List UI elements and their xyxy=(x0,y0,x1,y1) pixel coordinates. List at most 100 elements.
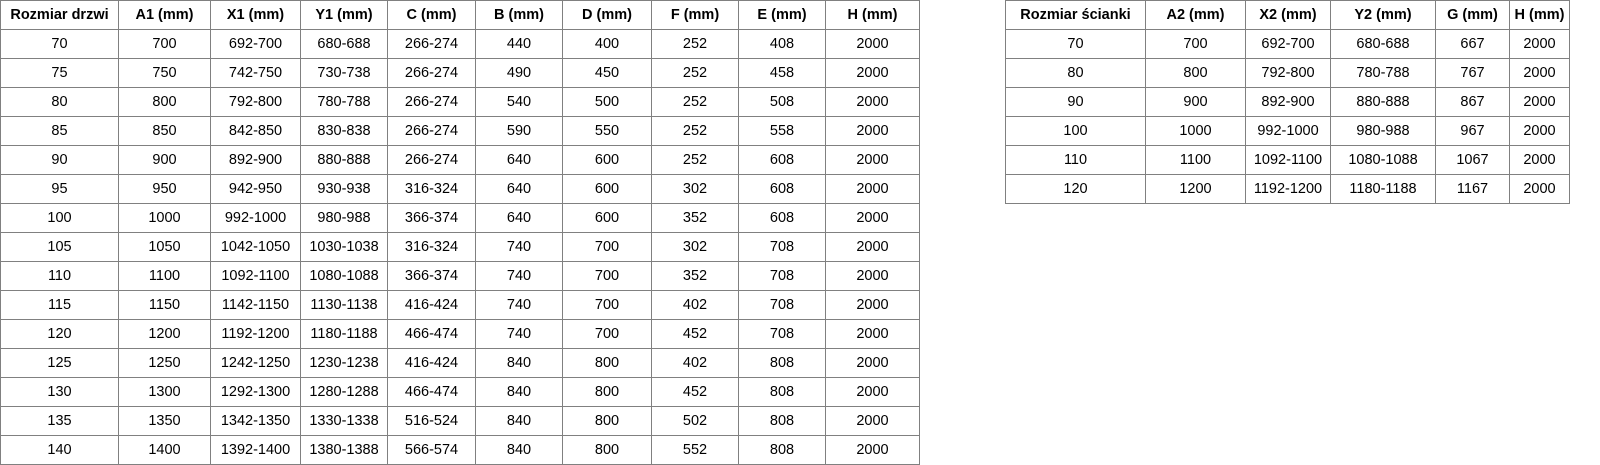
door-cell-r13-c2: 1342-1350 xyxy=(210,406,301,436)
door-table-container: Rozmiar drzwi A1 (mm) X1 (mm) Y1 (mm) C (mm)… xyxy=(0,0,920,465)
wall-cell-r2-c4: 867 xyxy=(1435,87,1510,117)
wall-cell-r1-c4: 767 xyxy=(1435,58,1510,88)
door-cell-r0-c9: 2000 xyxy=(825,29,920,59)
door-cell-r14-c3: 1380-1388 xyxy=(300,435,388,465)
door-cell-r11-c8: 808 xyxy=(738,348,826,378)
door-cell-r9-c3: 1130-1138 xyxy=(300,290,388,320)
door-cell-r9-c0: 115 xyxy=(0,290,119,320)
door-cell-r8-c5: 740 xyxy=(475,261,563,291)
door-cell-r9-c6: 700 xyxy=(562,290,652,320)
door-cell-r11-c3: 1230-1238 xyxy=(300,348,388,378)
door-cell-r4-c5: 640 xyxy=(475,145,563,175)
table-row: 70 700 692-700 680-688 266-274 440 400 252 408 20… xyxy=(0,29,920,59)
table-row: 110 1100 1092-1100 1080-1088 1067 2000 xyxy=(1005,145,1570,175)
door-cell-r4-c0: 90 xyxy=(0,145,119,175)
door-cell-r8-c0: 110 xyxy=(0,261,119,291)
table-row: 120 1200 1192-1200 1180-1188 1167 2000 xyxy=(1005,174,1570,204)
door-cell-r6-c2: 992-1000 xyxy=(210,203,301,233)
door-cell-r14-c4: 566-574 xyxy=(387,435,476,465)
wall-cell-r0-c3: 680-688 xyxy=(1330,29,1436,59)
door-cell-r5-c2: 942-950 xyxy=(210,174,301,204)
door-cell-r10-c2: 1192-1200 xyxy=(210,319,301,349)
wall-column-header-4: G (mm) xyxy=(1435,0,1510,30)
table-row: 140 1400 1392-1400 1380-1388 566-574 840 800 55… xyxy=(0,435,920,465)
wall-cell-r0-c0: 70 xyxy=(1005,29,1146,59)
door-cell-r11-c9: 2000 xyxy=(825,348,920,378)
wall-cell-r4-c3: 1080-1088 xyxy=(1330,145,1436,175)
door-cell-r11-c2: 1242-1250 xyxy=(210,348,301,378)
door-cell-r12-c7: 452 xyxy=(651,377,739,407)
wall-cell-r3-c0: 100 xyxy=(1005,116,1146,146)
wall-cell-r4-c1: 1100 xyxy=(1145,145,1246,175)
wall-table-header-row: Rozmiar ścianki A2 (mm) X2 (mm) Y2 (mm) G (m… xyxy=(1005,0,1570,30)
door-cell-r11-c5: 840 xyxy=(475,348,563,378)
wall-cell-r2-c5: 2000 xyxy=(1509,87,1570,117)
door-size-table: Rozmiar drzwi A1 (mm) X1 (mm) Y1 (mm) C (mm)… xyxy=(0,0,920,465)
door-cell-r4-c1: 900 xyxy=(118,145,211,175)
door-cell-r0-c8: 408 xyxy=(738,29,826,59)
door-cell-r6-c3: 980-988 xyxy=(300,203,388,233)
wall-cell-r5-c2: 1192-1200 xyxy=(1245,174,1331,204)
door-cell-r8-c4: 366-374 xyxy=(387,261,476,291)
wall-cell-r5-c1: 1200 xyxy=(1145,174,1246,204)
door-cell-r8-c1: 1100 xyxy=(118,261,211,291)
door-cell-r5-c4: 316-324 xyxy=(387,174,476,204)
wall-cell-r0-c5: 2000 xyxy=(1509,29,1570,59)
door-cell-r3-c1: 850 xyxy=(118,116,211,146)
door-column-header-0: Rozmiar drzwi xyxy=(0,0,119,30)
wall-cell-r3-c4: 967 xyxy=(1435,116,1510,146)
door-cell-r7-c8: 708 xyxy=(738,232,826,262)
door-cell-r6-c0: 100 xyxy=(0,203,119,233)
door-cell-r3-c8: 558 xyxy=(738,116,826,146)
door-cell-r10-c4: 466-474 xyxy=(387,319,476,349)
door-cell-r2-c9: 2000 xyxy=(825,87,920,117)
door-cell-r7-c1: 1050 xyxy=(118,232,211,262)
door-cell-r11-c0: 125 xyxy=(0,348,119,378)
door-cell-r2-c5: 540 xyxy=(475,87,563,117)
table-row: 95 950 942-950 930-938 316-324 640 600 302 608 20… xyxy=(0,174,920,204)
door-cell-r0-c0: 70 xyxy=(0,29,119,59)
wall-cell-r2-c2: 892-900 xyxy=(1245,87,1331,117)
door-cell-r13-c6: 800 xyxy=(562,406,652,436)
wall-column-header-1: A2 (mm) xyxy=(1145,0,1246,30)
table-row: 90 900 892-900 880-888 867 2000 xyxy=(1005,87,1570,117)
wall-cell-r4-c2: 1092-1100 xyxy=(1245,145,1331,175)
door-cell-r0-c4: 266-274 xyxy=(387,29,476,59)
door-cell-r1-c9: 2000 xyxy=(825,58,920,88)
door-cell-r3-c0: 85 xyxy=(0,116,119,146)
door-cell-r9-c8: 708 xyxy=(738,290,826,320)
door-cell-r4-c8: 608 xyxy=(738,145,826,175)
door-column-header-3: Y1 (mm) xyxy=(300,0,388,30)
door-cell-r7-c4: 316-324 xyxy=(387,232,476,262)
wall-column-header-5: H (mm) xyxy=(1509,0,1570,30)
door-column-header-6: D (mm) xyxy=(562,0,652,30)
door-cell-r3-c9: 2000 xyxy=(825,116,920,146)
door-cell-r3-c5: 590 xyxy=(475,116,563,146)
door-cell-r3-c4: 266-274 xyxy=(387,116,476,146)
door-cell-r13-c8: 808 xyxy=(738,406,826,436)
door-cell-r7-c3: 1030-1038 xyxy=(300,232,388,262)
door-cell-r6-c4: 366-374 xyxy=(387,203,476,233)
door-table-header-row: Rozmiar drzwi A1 (mm) X1 (mm) Y1 (mm) C (mm)… xyxy=(0,0,920,30)
door-column-header-5: B (mm) xyxy=(475,0,563,30)
door-cell-r2-c1: 800 xyxy=(118,87,211,117)
table-row: 120 1200 1192-1200 1180-1188 466-474 740 700 45… xyxy=(0,319,920,349)
wall-cell-r1-c1: 800 xyxy=(1145,58,1246,88)
wall-cell-r3-c3: 980-988 xyxy=(1330,116,1436,146)
door-cell-r4-c2: 892-900 xyxy=(210,145,301,175)
wall-cell-r1-c5: 2000 xyxy=(1509,58,1570,88)
door-cell-r0-c7: 252 xyxy=(651,29,739,59)
wall-cell-r2-c0: 90 xyxy=(1005,87,1146,117)
door-cell-r1-c7: 252 xyxy=(651,58,739,88)
wall-cell-r3-c1: 1000 xyxy=(1145,116,1246,146)
table-row: 105 1050 1042-1050 1030-1038 316-324 740 700 30… xyxy=(0,232,920,262)
door-cell-r9-c5: 740 xyxy=(475,290,563,320)
door-cell-r12-c3: 1280-1288 xyxy=(300,377,388,407)
door-cell-r1-c2: 742-750 xyxy=(210,58,301,88)
wall-cell-r5-c0: 120 xyxy=(1005,174,1146,204)
door-cell-r9-c2: 1142-1150 xyxy=(210,290,301,320)
door-cell-r14-c5: 840 xyxy=(475,435,563,465)
door-cell-r8-c9: 2000 xyxy=(825,261,920,291)
door-cell-r11-c4: 416-424 xyxy=(387,348,476,378)
